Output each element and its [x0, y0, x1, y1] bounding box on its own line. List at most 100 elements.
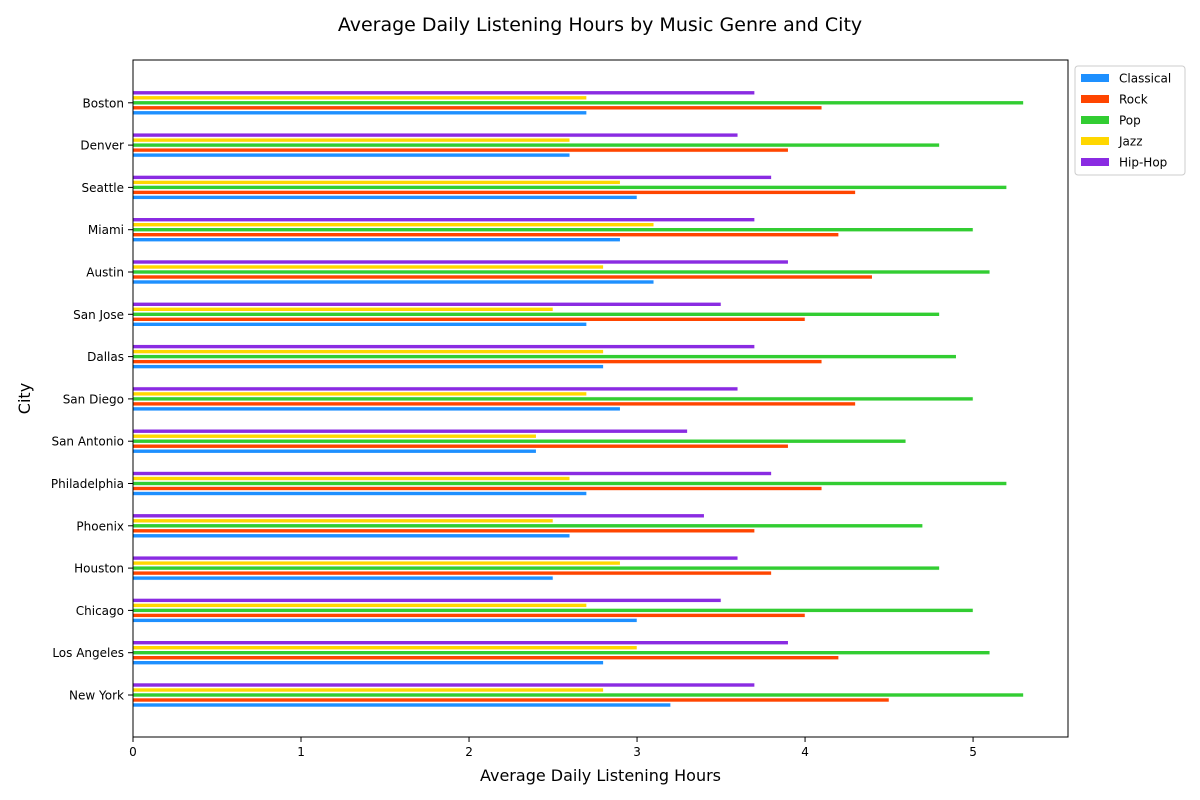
- bar-hip-hop-san-jose: [132, 301, 722, 307]
- bar-jazz-boston: [132, 95, 587, 101]
- bar-jazz-san-antonio: [132, 433, 537, 439]
- bar-pop-denver: [132, 142, 940, 148]
- legend-swatch-pop: [1081, 116, 1109, 124]
- bar-jazz-dallas: [132, 349, 604, 354]
- bar-pop-phoenix: [132, 523, 923, 529]
- bar-rock-san-jose: [132, 316, 806, 322]
- bar-classical-san-jose: [132, 321, 587, 327]
- legend-box: [1074, 65, 1186, 176]
- bar-classical-new-york: [132, 702, 671, 708]
- y-axis-label: City: [15, 383, 34, 414]
- legend-label-rock: Rock: [1119, 93, 1148, 107]
- bar-hip-hop-miami: [132, 217, 755, 222]
- y-tick-label: New York: [69, 689, 124, 703]
- bar-jazz-new-york: [132, 687, 604, 693]
- x-tick-label: 4: [801, 745, 809, 759]
- bar-classical-houston: [132, 575, 554, 581]
- bar-jazz-miami: [132, 222, 655, 227]
- bar-hip-hop-dallas: [132, 344, 755, 349]
- x-tick-label: 5: [969, 745, 977, 759]
- legend: Classical Rock Pop Jazz Hip-Hop: [1074, 65, 1186, 176]
- bar-rock-denver: [132, 147, 789, 153]
- bar-hip-hop-san-diego: [132, 386, 739, 392]
- y-tick-label: San Diego: [63, 392, 124, 406]
- bar-jazz-austin: [132, 264, 604, 270]
- bar-classical-los-angeles: [132, 660, 604, 666]
- bar-rock-new-york: [132, 697, 890, 703]
- bar-classical-denver: [132, 152, 571, 158]
- bar-pop-austin: [132, 269, 991, 275]
- bar-pop-san-antonio: [132, 438, 907, 444]
- legend-swatch-hip-hop: [1081, 158, 1109, 166]
- x-axis: 0 1 2 3 4 5: [129, 737, 977, 759]
- legend-swatch-jazz: [1081, 137, 1109, 145]
- bar-rock-boston: [132, 105, 823, 111]
- bar-hip-hop-phoenix: [132, 513, 705, 519]
- bar-classical-austin: [132, 279, 655, 285]
- bar-pop-dallas: [132, 354, 957, 359]
- bar-hip-hop-philadelphia: [132, 471, 772, 476]
- bar-rock-chicago: [132, 613, 806, 618]
- bar-pop-miami: [132, 227, 974, 232]
- x-tick-label: 0: [129, 745, 137, 759]
- x-tick-label: 3: [633, 745, 641, 759]
- bar-pop-philadelphia: [132, 481, 1007, 486]
- bar-hip-hop-seattle: [132, 175, 772, 180]
- y-tick-label: Dallas: [87, 350, 124, 364]
- bar-jazz-san-diego: [132, 391, 587, 397]
- bar-rock-miami: [132, 232, 839, 237]
- legend-label-hip-hop: Hip-Hop: [1119, 156, 1167, 170]
- bar-hip-hop-boston: [132, 90, 755, 96]
- x-tick-label: 1: [297, 745, 305, 759]
- bar-classical-phoenix: [132, 533, 571, 539]
- bar-hip-hop-new-york: [132, 682, 755, 688]
- bar-jazz-phoenix: [132, 518, 554, 524]
- bar-hip-hop-los-angeles: [132, 640, 789, 646]
- bar-classical-miami: [132, 237, 621, 242]
- bar-jazz-philadelphia: [132, 476, 571, 481]
- y-tick-label: San Antonio: [51, 435, 124, 449]
- bar-classical-san-antonio: [132, 448, 537, 454]
- bar-pop-chicago: [132, 608, 974, 613]
- bar-rock-seattle: [132, 190, 856, 195]
- legend-label-jazz: Jazz: [1118, 135, 1143, 149]
- y-tick-label: Los Angeles: [52, 646, 124, 660]
- y-tick-label: Phoenix: [76, 519, 124, 533]
- bar-pop-san-jose: [132, 311, 940, 317]
- bar-rock-austin: [132, 274, 873, 280]
- legend-swatch-classical: [1081, 74, 1109, 82]
- bar-rock-philadelphia: [132, 486, 823, 491]
- bar-classical-dallas: [132, 364, 604, 369]
- y-tick-label: Philadelphia: [51, 477, 124, 491]
- bar-pop-san-diego: [132, 396, 974, 402]
- y-tick-label: Miami: [88, 223, 124, 237]
- bar-classical-chicago: [132, 618, 638, 623]
- bar-jazz-chicago: [132, 603, 587, 608]
- bar-hip-hop-austin: [132, 259, 789, 265]
- y-tick-label: Austin: [86, 266, 124, 280]
- bar-jazz-houston: [132, 560, 621, 566]
- legend-label-classical: Classical: [1119, 72, 1171, 86]
- bar-hip-hop-san-antonio: [132, 428, 688, 434]
- y-tick-label: Chicago: [76, 604, 124, 618]
- y-axis: New York Los Angeles Chicago Houston Phoenix…: [51, 96, 133, 703]
- bar-classical-seattle: [132, 195, 638, 200]
- bar-rock-houston: [132, 570, 772, 576]
- bar-hip-hop-chicago: [132, 598, 722, 603]
- bar-pop-boston: [132, 100, 1024, 106]
- bar-rock-dallas: [132, 359, 823, 364]
- bar-rock-phoenix: [132, 528, 755, 534]
- bar-jazz-denver: [132, 137, 571, 143]
- y-tick-label: Boston: [83, 96, 124, 110]
- y-tick-label: Seattle: [82, 181, 124, 195]
- y-tick-label: Houston: [74, 562, 124, 576]
- bar-rock-san-antonio: [132, 443, 789, 449]
- bar-classical-philadelphia: [132, 491, 587, 496]
- bar-pop-new-york: [132, 692, 1024, 698]
- y-tick-label: Denver: [80, 139, 124, 153]
- chart-title: Average Daily Listening Hours by Music G…: [338, 14, 862, 36]
- legend-swatch-rock: [1081, 95, 1109, 103]
- legend-label-pop: Pop: [1119, 114, 1141, 128]
- bar-classical-san-diego: [132, 406, 621, 412]
